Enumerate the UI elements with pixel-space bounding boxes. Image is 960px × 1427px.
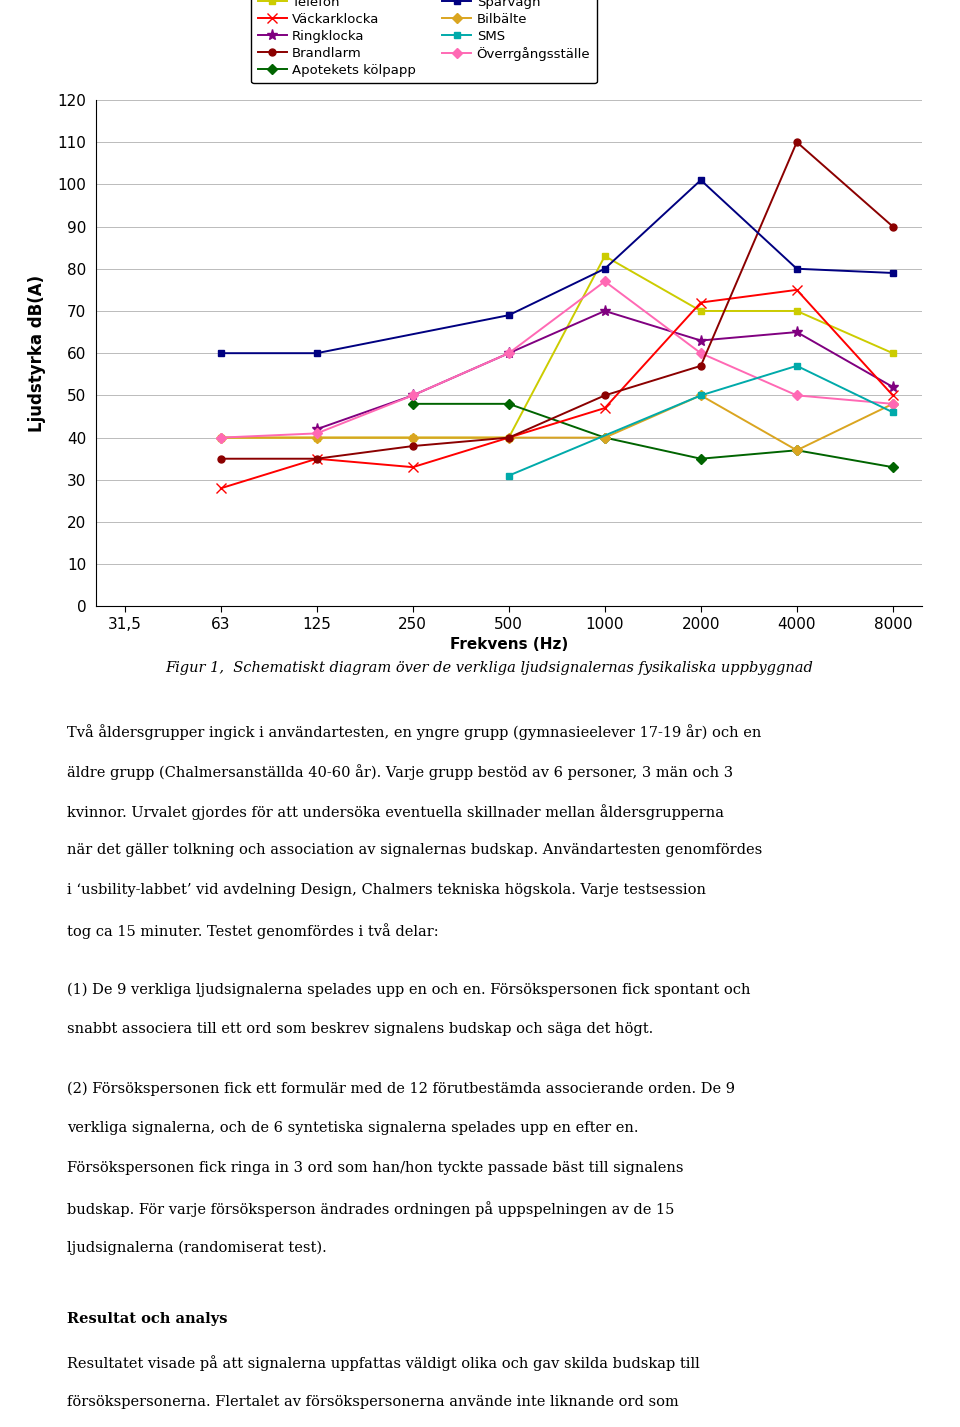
Telefon bbox=[887, 345, 899, 362]
Överrgångsställe bbox=[407, 387, 419, 404]
Text: snabbt associera till ett ord som beskrev signalens budskap och säga det högt.: snabbt associera till ett ord som beskre… bbox=[67, 1022, 654, 1036]
Text: Försökspersonen fick ringa in 3 ord som han/hon tyckte passade bäst till signale: Försökspersonen fick ringa in 3 ord som … bbox=[67, 1162, 684, 1174]
SMS bbox=[503, 467, 515, 484]
Ringklocka bbox=[791, 324, 803, 341]
Ringklocka bbox=[311, 421, 323, 438]
Bilbälte bbox=[311, 430, 323, 447]
Y-axis label: Ljudstyrka dB(A): Ljudstyrka dB(A) bbox=[28, 274, 46, 432]
Brandlarm bbox=[887, 218, 899, 235]
Apotekets kölpapp bbox=[887, 458, 899, 475]
Text: Resultat och analys: Resultat och analys bbox=[67, 1311, 228, 1326]
Bilbälte bbox=[695, 387, 707, 404]
Text: när det gäller tolkning och association av signalernas budskap. Användartesten g: när det gäller tolkning och association … bbox=[67, 843, 762, 858]
Telefon bbox=[503, 430, 515, 447]
Text: (2) Försökspersonen fick ett formulär med de 12 förutbestämda associerande orden: (2) Försökspersonen fick ett formulär me… bbox=[67, 1082, 735, 1096]
Telefon bbox=[215, 430, 227, 447]
Text: tog ca 15 minuter. Testet genomfördes i två delar:: tog ca 15 minuter. Testet genomfördes i … bbox=[67, 923, 439, 939]
Väckarklocka bbox=[311, 450, 323, 467]
Apotekets kölpapp bbox=[407, 395, 419, 412]
Apotekets kölpapp bbox=[599, 430, 611, 447]
Överrgångsställe bbox=[215, 430, 227, 447]
Spårvagn bbox=[791, 260, 803, 277]
Telefon bbox=[407, 430, 419, 447]
SMS bbox=[887, 404, 899, 421]
Text: (1) De 9 verkliga ljudsignalerna spelades upp en och en. Försökspersonen fick sp: (1) De 9 verkliga ljudsignalerna spelade… bbox=[67, 982, 751, 996]
Brandlarm bbox=[503, 430, 515, 447]
Line: Spårvagn: Spårvagn bbox=[217, 177, 897, 357]
Överrgångsställe bbox=[695, 345, 707, 362]
Text: i ‘usbility-labbet’ vid avdelning Design, Chalmers tekniska högskola. Varje test: i ‘usbility-labbet’ vid avdelning Design… bbox=[67, 883, 707, 898]
Överrgångsställe bbox=[311, 425, 323, 442]
Bilbälte bbox=[503, 430, 515, 447]
Telefon bbox=[695, 303, 707, 320]
Spårvagn bbox=[311, 345, 323, 362]
Ringklocka bbox=[599, 303, 611, 320]
Ringklocka bbox=[695, 332, 707, 350]
Telefon bbox=[791, 303, 803, 320]
Brandlarm bbox=[791, 134, 803, 151]
Överrgångsställe bbox=[791, 387, 803, 404]
Bilbälte bbox=[215, 430, 227, 447]
Telefon bbox=[311, 430, 323, 447]
Bilbälte bbox=[407, 430, 419, 447]
Bilbälte bbox=[887, 395, 899, 412]
SMS bbox=[695, 387, 707, 404]
Brandlarm bbox=[599, 387, 611, 404]
Spårvagn bbox=[887, 264, 899, 281]
Väckarklocka bbox=[215, 479, 227, 497]
Line: Telefon: Telefon bbox=[217, 253, 897, 441]
Text: försökspersonerna. Flertalet av försökspersonerna använde inte liknande ord som: försökspersonerna. Flertalet av försöksp… bbox=[67, 1396, 679, 1410]
Spårvagn bbox=[503, 307, 515, 324]
Text: ljudsignalerna (randomiserat test).: ljudsignalerna (randomiserat test). bbox=[67, 1240, 327, 1254]
Ringklocka bbox=[407, 387, 419, 404]
Text: Resultatet visade på att signalerna uppfattas väldigt olika och gav skilda budsk: Resultatet visade på att signalerna uppf… bbox=[67, 1356, 700, 1371]
Spårvagn bbox=[599, 260, 611, 277]
Line: Apotekets kölpapp: Apotekets kölpapp bbox=[409, 401, 897, 471]
Brandlarm bbox=[215, 450, 227, 467]
Apotekets kölpapp bbox=[791, 442, 803, 459]
Överrgångsställe bbox=[599, 273, 611, 290]
Väckarklocka bbox=[599, 400, 611, 417]
Väckarklocka bbox=[695, 294, 707, 311]
Spårvagn bbox=[695, 171, 707, 188]
Brandlarm bbox=[695, 357, 707, 374]
Text: Figur 1,  Schematiskt diagram över de verkliga ljudsignalernas fysikaliska uppby: Figur 1, Schematiskt diagram över de ver… bbox=[166, 661, 813, 675]
Line: Bilbälte: Bilbälte bbox=[217, 392, 897, 454]
Text: Två åldersgrupper ingick i användartesten, en yngre grupp (gymnasieelever 17-19 : Två åldersgrupper ingick i användarteste… bbox=[67, 725, 761, 741]
Line: Brandlarm: Brandlarm bbox=[217, 138, 897, 462]
Text: budskap. För varje försöksperson ändrades ordningen på uppspelningen av de 15: budskap. För varje försöksperson ändrade… bbox=[67, 1200, 675, 1217]
Ringklocka bbox=[887, 378, 899, 395]
Brandlarm bbox=[407, 438, 419, 455]
Text: äldre grupp (Chalmersanställda 40-60 år). Varje grupp bestöd av 6 personer, 3 mä: äldre grupp (Chalmersanställda 40-60 år)… bbox=[67, 763, 733, 779]
Spårvagn bbox=[215, 345, 227, 362]
Bilbälte bbox=[599, 430, 611, 447]
Line: Väckarklocka: Väckarklocka bbox=[216, 285, 898, 494]
Line: Ringklocka: Ringklocka bbox=[311, 305, 899, 435]
Ringklocka bbox=[503, 345, 515, 362]
Väckarklocka bbox=[791, 281, 803, 298]
SMS bbox=[791, 357, 803, 374]
Telefon bbox=[599, 247, 611, 264]
Line: SMS: SMS bbox=[505, 362, 897, 479]
Apotekets kölpapp bbox=[695, 450, 707, 467]
Legend: Telefon, Väckarklocka, Ringklocka, Brandlarm, Apotekets kölpapp, Spårvagn, Bilbä: Telefon, Väckarklocka, Ringklocka, Brand… bbox=[252, 0, 597, 83]
Väckarklocka bbox=[407, 458, 419, 475]
Text: kvinnor. Urvalet gjordes för att undersöka eventuella skillnader mellan åldersgr: kvinnor. Urvalet gjordes för att undersö… bbox=[67, 803, 724, 819]
X-axis label: Frekvens (Hz): Frekvens (Hz) bbox=[449, 638, 568, 652]
Apotekets kölpapp bbox=[503, 395, 515, 412]
Brandlarm bbox=[311, 450, 323, 467]
Bilbälte bbox=[791, 442, 803, 459]
Text: verkliga signalerna, och de 6 syntetiska signalerna spelades upp en efter en.: verkliga signalerna, och de 6 syntetiska… bbox=[67, 1122, 638, 1136]
Överrgångsställe bbox=[503, 345, 515, 362]
Väckarklocka bbox=[887, 387, 899, 404]
Överrgångsställe bbox=[887, 395, 899, 412]
Line: Överrgångsställe: Överrgångsställe bbox=[217, 278, 897, 441]
